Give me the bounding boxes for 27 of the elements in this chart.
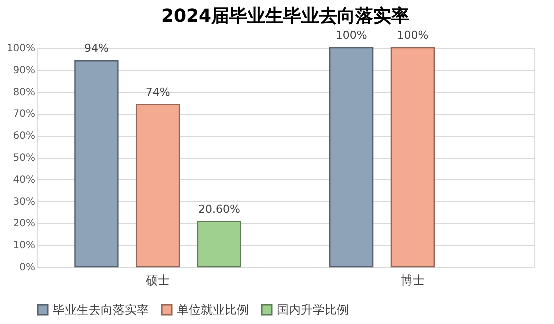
x-tick-label: 博士: [400, 274, 425, 288]
bar: [390, 47, 436, 268]
legend-label: 单位就业比例: [177, 303, 249, 317]
y-tick-label: 70%: [13, 109, 36, 120]
bar: [136, 104, 180, 268]
y-tick-label: 50%: [13, 153, 36, 164]
legend-label: 毕业生去向落实率: [53, 303, 149, 317]
x-tick-label: 硕士: [145, 274, 170, 288]
data-label: 94%: [84, 42, 109, 56]
data-label: 74%: [146, 86, 170, 99]
data-label: 100%: [336, 29, 368, 42]
y-tick-label: 100%: [6, 44, 36, 54]
y-tick-label: 0%: [20, 262, 36, 274]
y-tick-label: 60%: [13, 131, 36, 142]
y-tick-label: 90%: [13, 65, 36, 76]
y-tick-label: 20%: [13, 218, 36, 230]
data-label: 20.60%: [198, 202, 240, 216]
data-label: 100%: [397, 29, 429, 42]
bar: [197, 221, 242, 268]
y-tick-label: 40%: [13, 174, 36, 186]
y-tick-label: 10%: [13, 240, 36, 252]
legend-label: 国内升学比例: [277, 303, 349, 317]
bar: [74, 60, 119, 268]
y-tick-label: 30%: [13, 196, 36, 208]
bar: [330, 47, 374, 268]
y-tick-label: 80%: [13, 87, 36, 98]
chart-title: 2024届毕业生毕业去向落实率: [161, 6, 410, 27]
